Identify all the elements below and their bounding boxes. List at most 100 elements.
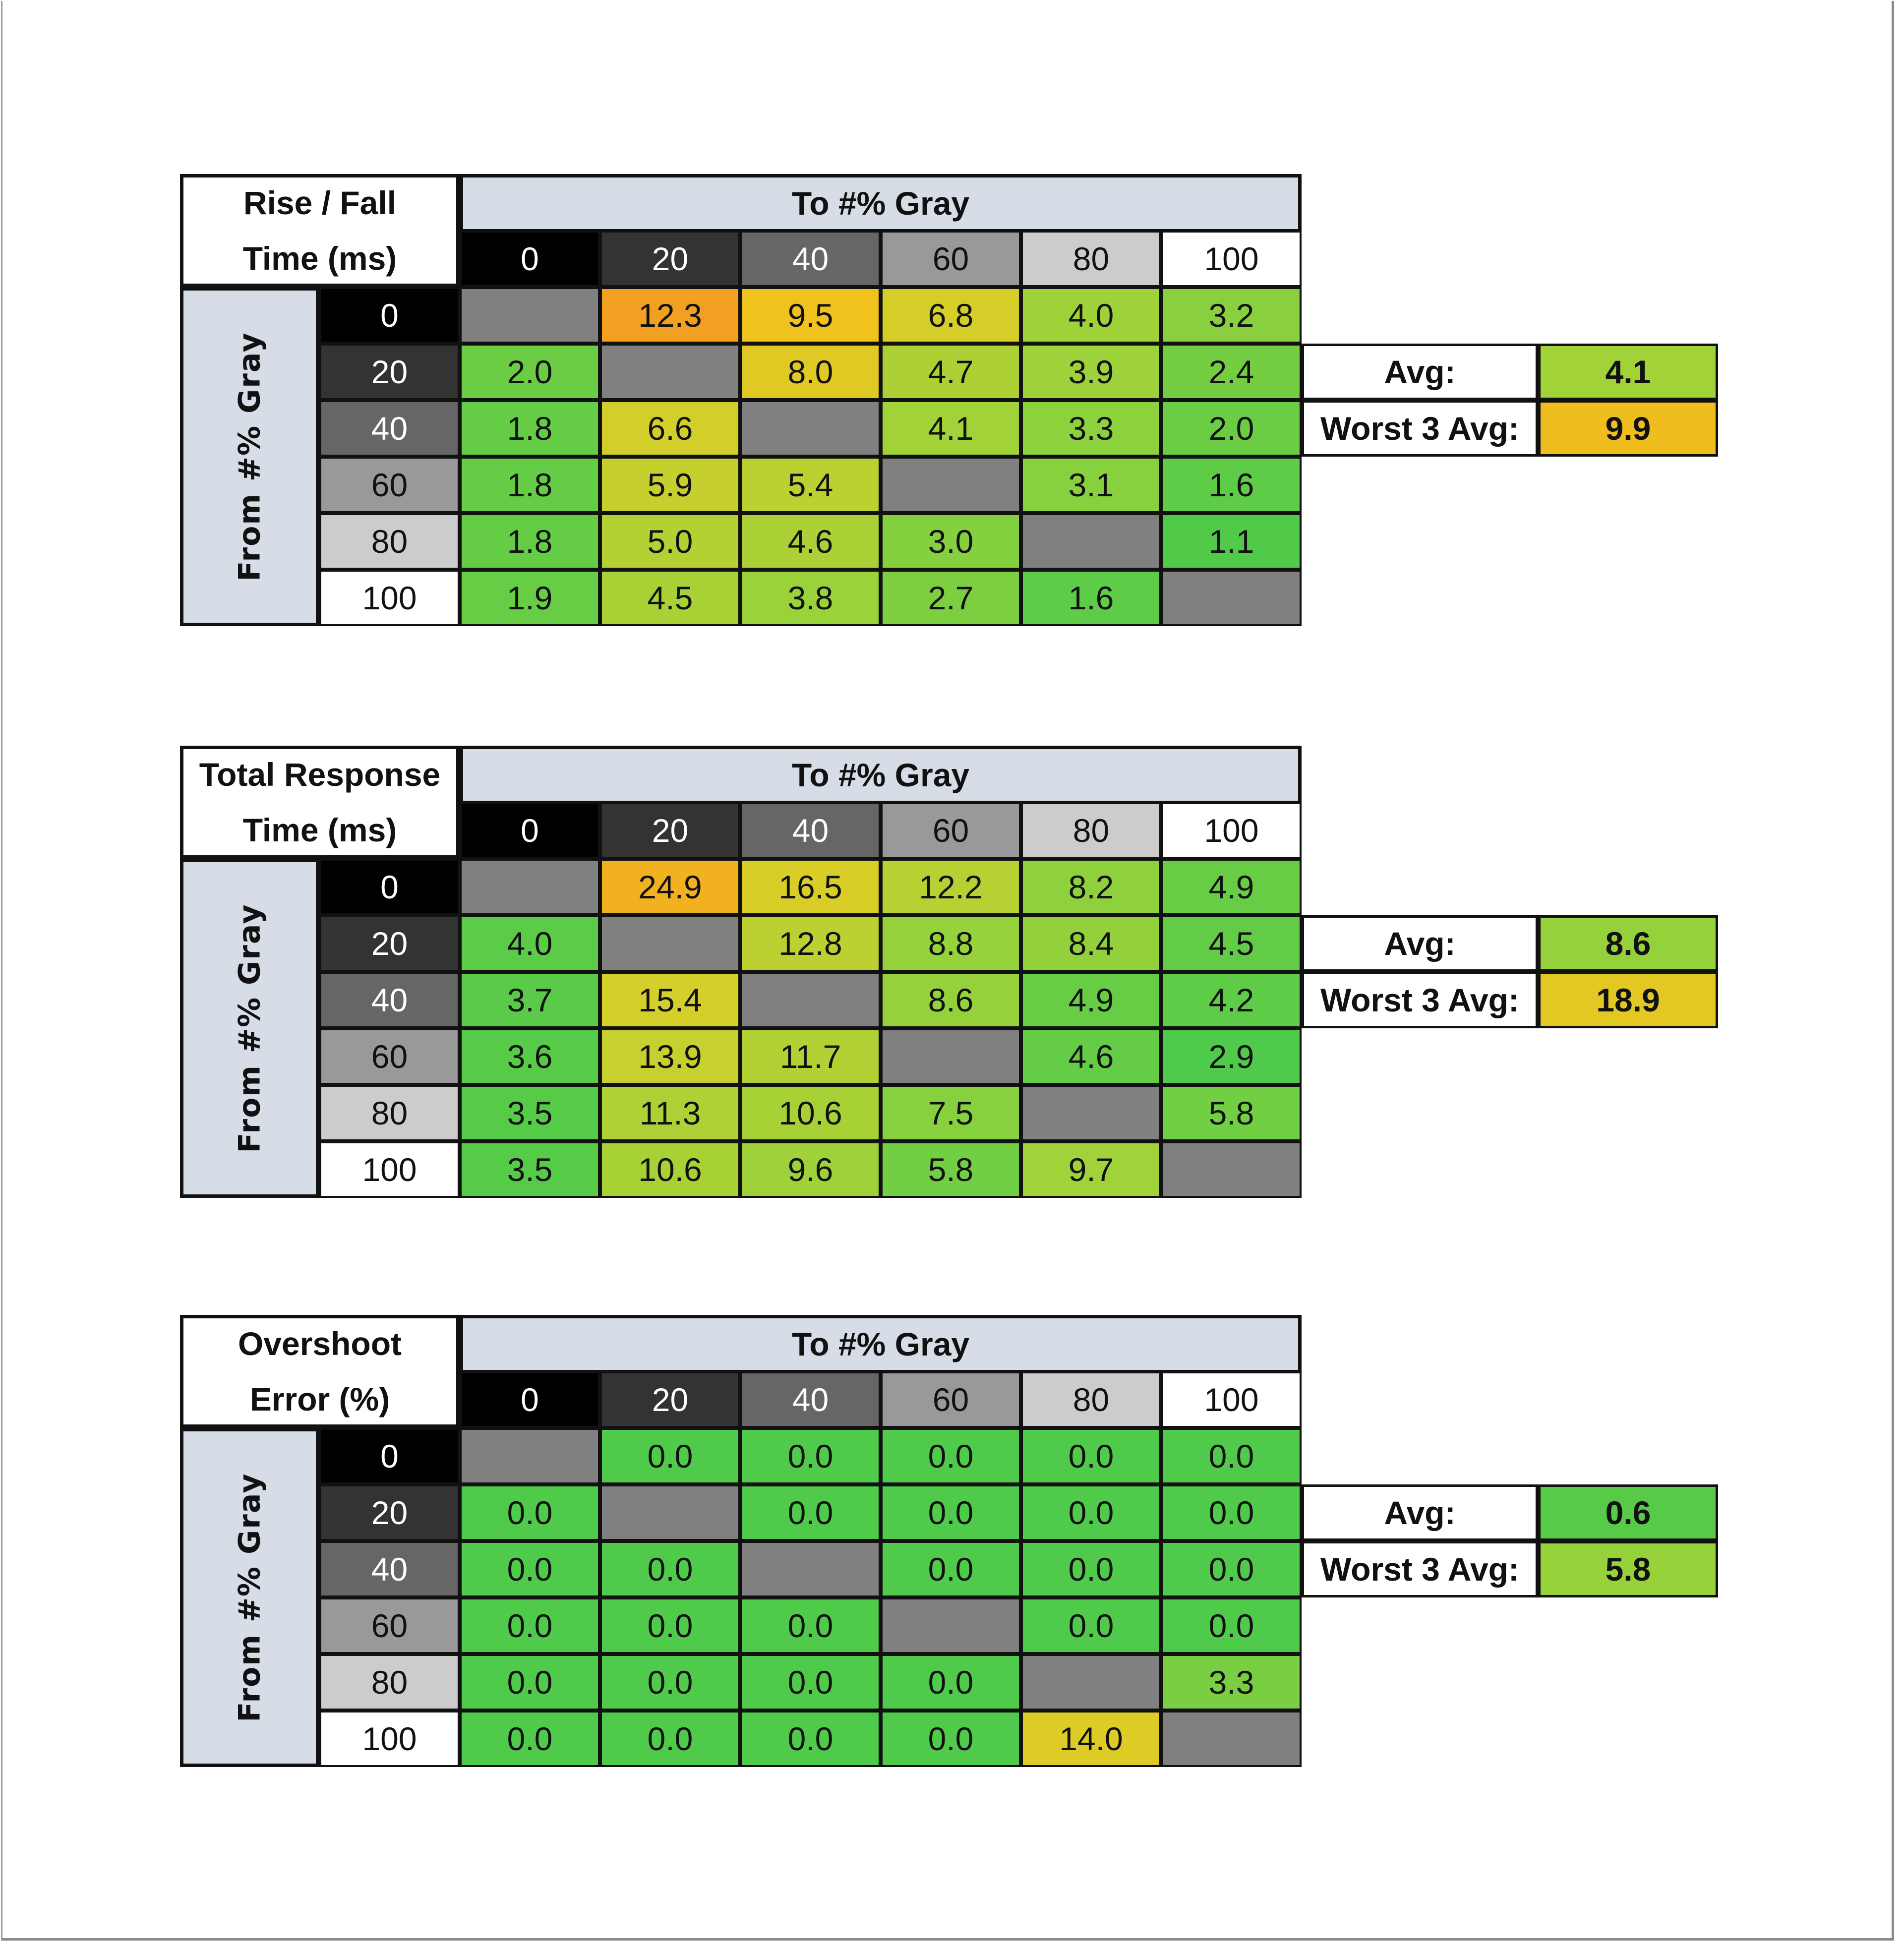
- data-cell: 15.4: [600, 972, 740, 1028]
- data-cell: 0.0: [1021, 1484, 1161, 1541]
- data-cell: 3.8: [740, 570, 881, 626]
- data-cell: 4.9: [1161, 859, 1302, 915]
- data-cell: 1.6: [1161, 457, 1302, 513]
- data-cell: 3.0: [881, 513, 1021, 570]
- column-header: 100: [1161, 231, 1302, 287]
- row-header: 100: [319, 1141, 460, 1198]
- table-title: Overshoot Error (%): [180, 1315, 460, 1428]
- data-cell: 0.0: [600, 1541, 740, 1597]
- data-cell: 4.9: [1021, 972, 1161, 1028]
- data-cell: 8.6: [881, 972, 1021, 1028]
- row-header: 0: [319, 859, 460, 915]
- column-header: 100: [1161, 802, 1302, 859]
- data-cell: 2.0: [1161, 400, 1302, 457]
- data-cell: 1.1: [1161, 513, 1302, 570]
- data-cell: 4.0: [1021, 287, 1161, 344]
- column-header: 60: [881, 231, 1021, 287]
- data-cell: 2.0: [460, 344, 600, 400]
- diagonal-cell: [460, 287, 600, 344]
- data-cell: 9.5: [740, 287, 881, 344]
- data-cell: 2.4: [1161, 344, 1302, 400]
- data-cell: 0.0: [1161, 1428, 1302, 1484]
- row-header: 80: [319, 513, 460, 570]
- row-header: 20: [319, 344, 460, 400]
- column-header: 100: [1161, 1371, 1302, 1428]
- data-cell: 4.2: [1161, 972, 1302, 1028]
- data-cell: 0.0: [600, 1597, 740, 1654]
- row-header: 60: [319, 1028, 460, 1085]
- data-cell: 0.0: [740, 1484, 881, 1541]
- diagonal-cell: [740, 400, 881, 457]
- diagonal-cell: [1161, 570, 1302, 626]
- response-table-2: Overshoot Error (%) To #% Gray From #% Gray…: [180, 1315, 1718, 1775]
- data-cell: 1.8: [460, 457, 600, 513]
- avg-value: 4.1: [1538, 344, 1718, 400]
- to-gray-header: To #% Gray: [460, 1315, 1302, 1373]
- data-cell: 3.7: [460, 972, 600, 1028]
- data-cell: 0.0: [1161, 1484, 1302, 1541]
- column-header: 40: [740, 802, 881, 859]
- data-cell: 4.6: [1021, 1028, 1161, 1085]
- diagonal-cell: [881, 457, 1021, 513]
- column-header: 20: [600, 231, 740, 287]
- data-cell: 2.9: [1161, 1028, 1302, 1085]
- data-cell: 12.3: [600, 287, 740, 344]
- data-cell: 0.0: [1021, 1541, 1161, 1597]
- column-header: 0: [460, 231, 600, 287]
- data-cell: 0.0: [740, 1597, 881, 1654]
- data-cell: 0.0: [600, 1711, 740, 1767]
- avg-value: 0.6: [1538, 1484, 1718, 1541]
- data-cell: 6.6: [600, 400, 740, 457]
- data-cell: 0.0: [460, 1541, 600, 1597]
- row-header: 40: [319, 972, 460, 1028]
- column-header: 0: [460, 1371, 600, 1428]
- data-cell: 24.9: [600, 859, 740, 915]
- table-title: Total Response Time (ms): [180, 746, 460, 859]
- from-gray-label: From #% Gray: [232, 1473, 267, 1722]
- data-cell: 3.3: [1161, 1654, 1302, 1711]
- data-cell: 0.0: [881, 1428, 1021, 1484]
- data-cell: 2.7: [881, 570, 1021, 626]
- worst-3-avg-value: 18.9: [1538, 972, 1718, 1028]
- data-cell: 10.6: [600, 1141, 740, 1198]
- column-header: 20: [600, 1371, 740, 1428]
- row-header: 40: [319, 400, 460, 457]
- to-gray-header: To #% Gray: [460, 174, 1302, 233]
- data-cell: 0.0: [600, 1428, 740, 1484]
- diagonal-cell: [460, 1428, 600, 1484]
- diagonal-cell: [1161, 1711, 1302, 1767]
- worst-3-avg-label: Worst 3 Avg:: [1302, 400, 1538, 457]
- data-cell: 4.1: [881, 400, 1021, 457]
- from-gray-label: From #% Gray: [232, 903, 267, 1153]
- data-cell: 3.2: [1161, 287, 1302, 344]
- diagonal-cell: [1021, 1654, 1161, 1711]
- worst-3-avg-label: Worst 3 Avg:: [1302, 1541, 1538, 1597]
- data-cell: 0.0: [881, 1541, 1021, 1597]
- data-cell: 12.8: [740, 915, 881, 972]
- data-cell: 0.0: [1161, 1597, 1302, 1654]
- data-cell: 16.5: [740, 859, 881, 915]
- data-cell: 5.9: [600, 457, 740, 513]
- data-cell: 10.6: [740, 1085, 881, 1141]
- data-cell: 8.0: [740, 344, 881, 400]
- data-cell: 4.6: [740, 513, 881, 570]
- data-cell: 0.0: [460, 1654, 600, 1711]
- column-header: 60: [881, 802, 1021, 859]
- table-title-line: Error (%): [249, 1381, 390, 1417]
- diagonal-cell: [460, 859, 600, 915]
- data-cell: 8.4: [1021, 915, 1161, 972]
- diagonal-cell: [1021, 1085, 1161, 1141]
- data-cell: 0.0: [740, 1711, 881, 1767]
- data-cell: 7.5: [881, 1085, 1021, 1141]
- data-cell: 5.8: [881, 1141, 1021, 1198]
- column-header: 80: [1021, 1371, 1161, 1428]
- data-cell: 0.0: [460, 1484, 600, 1541]
- data-cell: 4.0: [460, 915, 600, 972]
- diagonal-cell: [740, 1541, 881, 1597]
- column-header: 60: [881, 1371, 1021, 1428]
- row-header: 40: [319, 1541, 460, 1597]
- data-cell: 0.0: [600, 1654, 740, 1711]
- row-header: 60: [319, 1597, 460, 1654]
- data-cell: 0.0: [1161, 1541, 1302, 1597]
